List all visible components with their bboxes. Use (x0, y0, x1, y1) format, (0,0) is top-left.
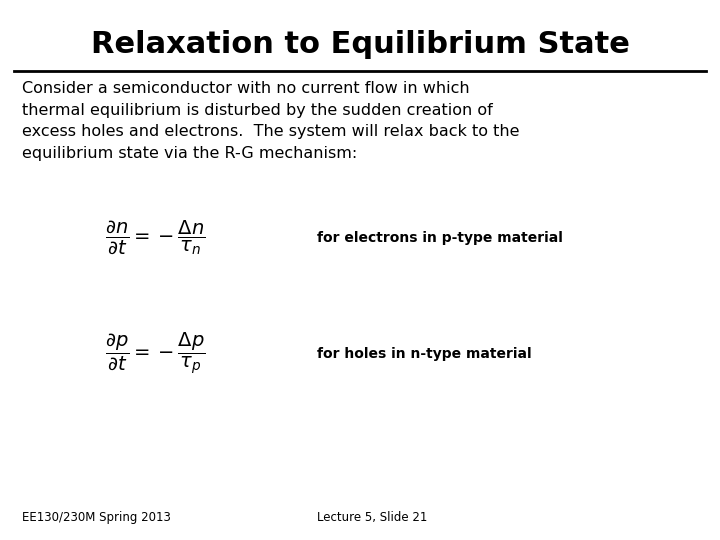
Text: $\dfrac{\partial p}{\partial t} = -\dfrac{\Delta p}{\tau_p}$: $\dfrac{\partial p}{\partial t} = -\dfra… (104, 331, 205, 376)
Text: Relaxation to Equilibrium State: Relaxation to Equilibrium State (91, 30, 629, 59)
Text: for holes in n-type material: for holes in n-type material (317, 347, 531, 361)
Text: for electrons in p-type material: for electrons in p-type material (317, 231, 562, 245)
Text: Consider a semiconductor with no current flow in which
thermal equilibrium is di: Consider a semiconductor with no current… (22, 81, 519, 161)
Text: $\dfrac{\partial n}{\partial t} = -\dfrac{\Delta n}{\tau_n}$: $\dfrac{\partial n}{\partial t} = -\dfra… (104, 219, 205, 256)
Text: Lecture 5, Slide 21: Lecture 5, Slide 21 (317, 511, 427, 524)
Text: EE130/230M Spring 2013: EE130/230M Spring 2013 (22, 511, 171, 524)
